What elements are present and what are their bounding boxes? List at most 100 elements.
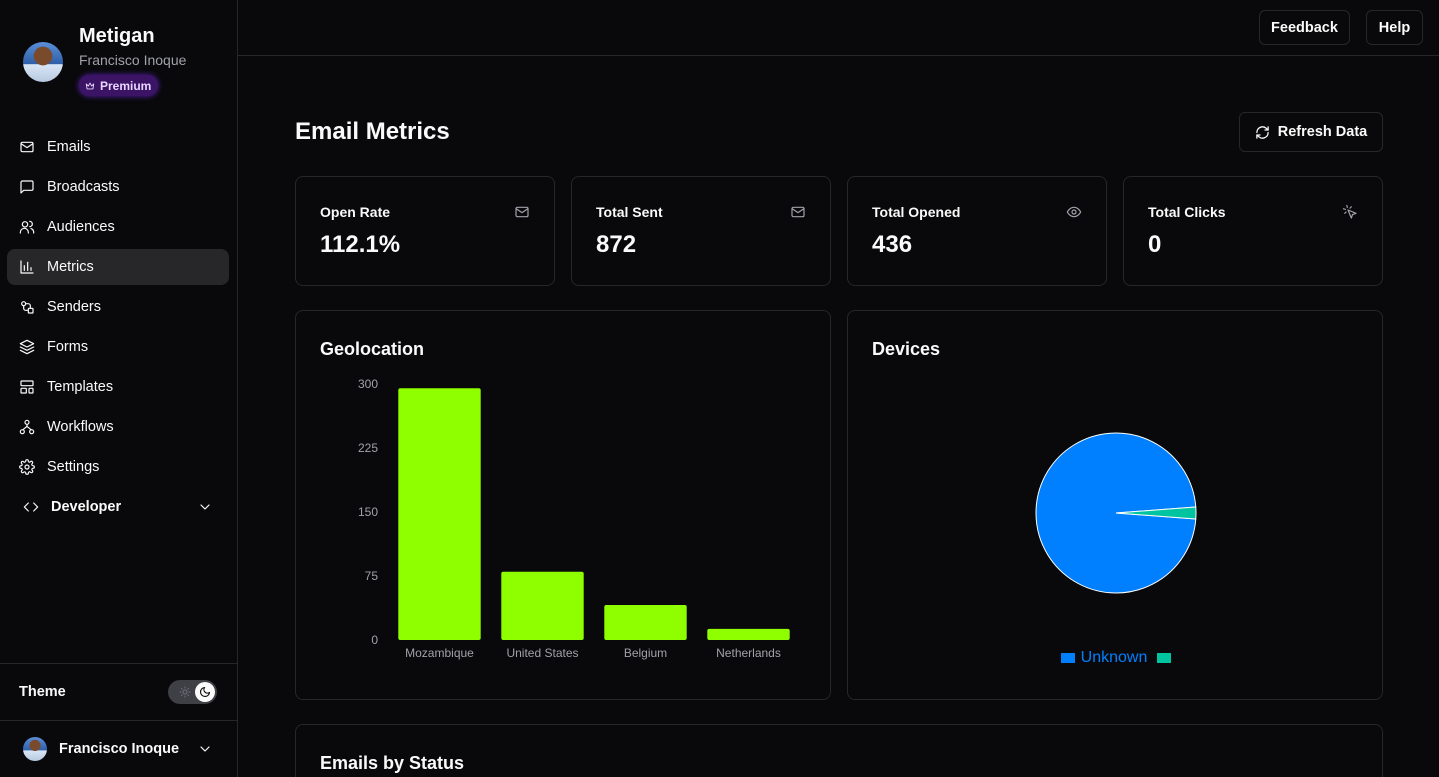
premium-badge-label: Premium [100,78,152,93]
feedback-button[interactable]: Feedback [1259,10,1350,45]
profile-card: Metigan Francisco Inoque Premium [23,24,186,96]
bar-netherlands[interactable] [707,628,790,640]
devices-card: Devices Unknown [847,310,1383,700]
y-tick-label: 0 [371,633,378,647]
workflow-icon [19,419,35,435]
sidebar-item-broadcasts[interactable]: Broadcasts [7,169,229,205]
footer-user-name: Francisco Inoque [59,741,180,757]
premium-badge: Premium [79,75,159,96]
x-tick-label: United States [506,646,578,660]
pie-slice-other[interactable] [1115,506,1197,520]
layers-icon [19,339,35,355]
legend-swatch [1157,653,1172,663]
x-tick-label: Mozambique [405,646,474,660]
stat-label: Open Rate [320,204,391,220]
sidebar-item-senders[interactable]: Senders [7,289,229,325]
pointer-click-icon [1342,204,1357,219]
x-tick-label: Belgium [624,646,667,660]
developer-section-toggle[interactable]: Developer [7,489,229,525]
chevron-down-icon [200,746,210,752]
refresh-icon [1256,125,1269,139]
stat-value: 0 [1148,231,1162,258]
stat-value: 112.1% [320,231,401,258]
code-icon [23,502,39,512]
sidebar-item-label: Broadcasts [47,179,120,195]
theme-label: Theme [19,684,66,700]
devices-pie-chart [1035,432,1197,594]
stat-label: Total Clicks [1148,204,1226,220]
developer-label: Developer [51,499,122,515]
refresh-data-label: Refresh Data [1277,124,1368,140]
mail-icon [20,141,34,153]
legend-swatch [1060,653,1075,663]
devices-legend: Unknown [848,649,1384,667]
sidebar-item-label: Emails [47,139,91,155]
user-name: Francisco Inoque [79,52,187,68]
sidebar-item-metrics[interactable]: Metrics [7,249,229,285]
senders-icon [21,301,34,314]
bar-belgium[interactable] [604,605,687,640]
sidebar-item-label: Workflows [47,419,114,435]
y-tick-label: 225 [358,441,378,455]
users-icon [19,220,35,234]
mail-icon [791,206,805,218]
page-title: Email Metrics [295,118,450,145]
toggle-knob [195,682,215,702]
help-button[interactable]: Help [1366,10,1423,45]
sidebar-item-label: Senders [47,299,102,315]
sidebar-item-label: Settings [47,459,100,475]
emails-by-status-title: Emails by Status [320,753,465,773]
sidebar: Metigan Francisco Inoque Premium Emails … [0,0,238,777]
theme-toggle[interactable] [168,680,217,704]
legend-item[interactable]: Unknown [1060,649,1148,667]
org-name: Metigan [79,25,155,47]
stat-label: Total Sent [596,204,663,220]
bar-united-states[interactable] [501,571,584,640]
refresh-data-button[interactable]: Refresh Data [1239,112,1383,152]
x-tick-label: Netherlands [716,646,781,660]
crown-icon [85,82,95,89]
y-tick-label: 300 [358,377,378,391]
user-menu[interactable]: Francisco Inoque [0,720,237,777]
y-tick-label: 75 [365,569,379,583]
sun-icon [179,686,191,698]
topbar: Feedback Help [238,0,1439,56]
sidebar-item-emails[interactable]: Emails [7,129,229,165]
mail-icon [515,206,529,218]
layout-icon [20,380,34,394]
devices-title: Devices [872,339,941,359]
sidebar-item-templates[interactable]: Templates [7,369,229,405]
message-square-icon [20,180,34,194]
stat-value: 436 [872,231,913,258]
stat-card-open-rate: Open Rate 112.1% [295,176,555,286]
bar-mozambique[interactable] [398,388,481,640]
pie-slice-unknown[interactable] [1035,432,1197,594]
stat-card-total-opened: Total Opened 436 [847,176,1107,286]
moon-icon [199,686,211,698]
y-tick-label: 150 [358,505,378,519]
legend-label: Unknown [1080,649,1148,666]
sidebar-item-audiences[interactable]: Audiences [7,209,229,245]
geolocation-card: Geolocation 0 75 150 225 300 Mozambique United… [295,310,831,700]
avatar [23,42,63,82]
geolocation-title: Geolocation [320,339,425,359]
stat-card-total-clicks: Total Clicks 0 [1123,176,1383,286]
sidebar-item-label: Templates [47,379,114,395]
emails-by-status-card: Emails by Status [295,724,1383,777]
sidebar-item-workflows[interactable]: Workflows [7,409,229,445]
gear-icon [19,459,35,475]
stat-label: Total Opened [872,204,961,220]
sidebar-nav: Emails Broadcasts Audiences Metrics Send… [7,129,229,525]
stat-value: 872 [596,231,637,258]
theme-row: Theme [0,663,237,720]
sidebar-item-label: Metrics [47,259,94,275]
sidebar-item-label: Forms [47,339,89,355]
sidebar-item-label: Audiences [47,219,115,235]
sidebar-item-forms[interactable]: Forms [7,329,229,365]
stat-card-total-sent: Total Sent 872 [571,176,831,286]
bar-chart-icon [20,260,34,274]
sidebar-item-settings[interactable]: Settings [7,449,229,485]
geolocation-bar-chart: 0 75 150 225 300 Mozambique United States Belgi… [358,377,790,660]
legend-item[interactable] [1157,653,1172,663]
